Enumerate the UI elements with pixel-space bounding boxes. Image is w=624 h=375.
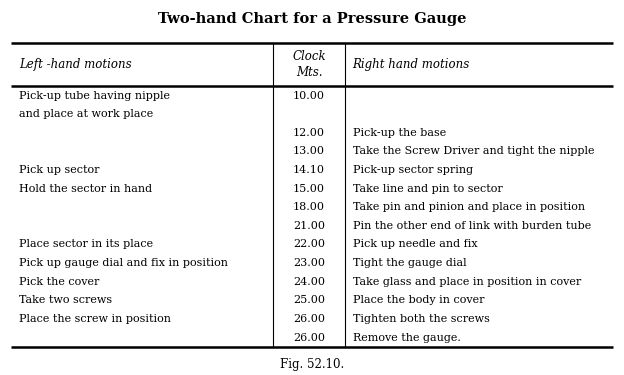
- Text: 15.00: 15.00: [293, 184, 325, 194]
- Text: Remove the gauge.: Remove the gauge.: [353, 333, 461, 343]
- Text: 26.00: 26.00: [293, 314, 325, 324]
- Text: Hold the sector in hand: Hold the sector in hand: [19, 184, 152, 194]
- Text: Pick up gauge dial and fix in position: Pick up gauge dial and fix in position: [19, 258, 228, 268]
- Text: 18.00: 18.00: [293, 202, 325, 212]
- Text: 14.10: 14.10: [293, 165, 325, 175]
- Text: Pick the cover: Pick the cover: [19, 277, 99, 287]
- Text: Place sector in its place: Place sector in its place: [19, 240, 153, 249]
- Text: Take two screws: Take two screws: [19, 296, 112, 305]
- Text: Take pin and pinion and place in position: Take pin and pinion and place in positio…: [353, 202, 585, 212]
- Text: 12.00: 12.00: [293, 128, 325, 138]
- Text: Take line and pin to sector: Take line and pin to sector: [353, 184, 502, 194]
- Text: 25.00: 25.00: [293, 296, 325, 305]
- Text: Pick-up tube having nipple: Pick-up tube having nipple: [19, 90, 170, 101]
- Text: Pick-up the base: Pick-up the base: [353, 128, 446, 138]
- Text: Tighten both the screws: Tighten both the screws: [353, 314, 489, 324]
- Text: Right hand motions: Right hand motions: [353, 58, 470, 71]
- Text: Pin the other end of link with burden tube: Pin the other end of link with burden tu…: [353, 221, 591, 231]
- Text: Fig. 52.10.: Fig. 52.10.: [280, 358, 344, 371]
- Text: Two-hand Chart for a Pressure Gauge: Two-hand Chart for a Pressure Gauge: [158, 12, 466, 26]
- Text: Place the screw in position: Place the screw in position: [19, 314, 171, 324]
- Text: Tight the gauge dial: Tight the gauge dial: [353, 258, 466, 268]
- Text: 22.00: 22.00: [293, 240, 325, 249]
- Text: Take glass and place in position in cover: Take glass and place in position in cove…: [353, 277, 581, 287]
- Text: 24.00: 24.00: [293, 277, 325, 287]
- Text: 23.00: 23.00: [293, 258, 325, 268]
- Text: 26.00: 26.00: [293, 333, 325, 343]
- Text: Pick-up sector spring: Pick-up sector spring: [353, 165, 473, 175]
- Text: Left -hand motions: Left -hand motions: [19, 58, 131, 71]
- Text: Pick up needle and fix: Pick up needle and fix: [353, 240, 477, 249]
- Text: Place the body in cover: Place the body in cover: [353, 296, 484, 305]
- Text: Pick up sector: Pick up sector: [19, 165, 99, 175]
- Text: Take the Screw Driver and tight the nipple: Take the Screw Driver and tight the nipp…: [353, 146, 594, 156]
- Text: 10.00: 10.00: [293, 90, 325, 101]
- Text: Clock
Mts.: Clock Mts.: [292, 50, 326, 79]
- Text: 13.00: 13.00: [293, 146, 325, 156]
- Text: 21.00: 21.00: [293, 221, 325, 231]
- Text: and place at work place: and place at work place: [19, 109, 153, 119]
